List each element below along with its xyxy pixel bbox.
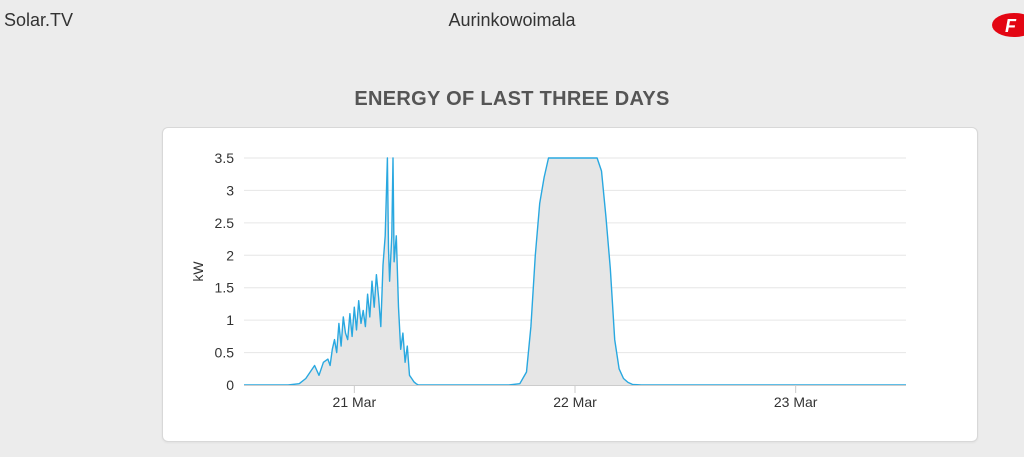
series-line: [244, 157, 906, 386]
svg-text:F: F: [1005, 16, 1017, 36]
y-tick-label: 0.5: [215, 345, 235, 361]
y-axis-title: kW: [190, 261, 206, 282]
section-heading: ENERGY OF LAST THREE DAYS: [354, 88, 670, 110]
y-tick-label: 2: [226, 247, 234, 263]
brand-logo-icon: F: [992, 13, 1024, 37]
chart-card: 0 0.5 1 1.5 2 2.5 3 3.5 21 Mar 22 Mar 23 Mar kW: [162, 127, 978, 442]
y-tick-label: 1: [226, 312, 234, 328]
energy-chart: 0 0.5 1 1.5 2 2.5 3 3.5 21 Mar 22 Mar 23 Mar kW: [190, 150, 906, 410]
y-tick-label: 2.5: [215, 215, 235, 231]
x-tick-label: 22 Mar: [553, 394, 597, 410]
x-tick-label: 23 Mar: [774, 394, 818, 410]
y-tick-label: 3: [226, 182, 234, 198]
y-tick-label: 3.5: [215, 150, 235, 166]
axis-layer: 0 0.5 1 1.5 2 2.5 3 3.5 21 Mar 22 Mar 23 Mar: [215, 150, 906, 410]
y-tick-label: 0: [226, 377, 234, 393]
area-layer: [244, 157, 906, 386]
y-tick-label: 1.5: [215, 280, 235, 296]
page-title: Aurinkowoimala: [448, 10, 576, 30]
x-tick-label: 21 Mar: [333, 394, 377, 410]
series-area-fill: [244, 158, 906, 385]
brand-name[interactable]: Solar.TV: [4, 10, 74, 30]
